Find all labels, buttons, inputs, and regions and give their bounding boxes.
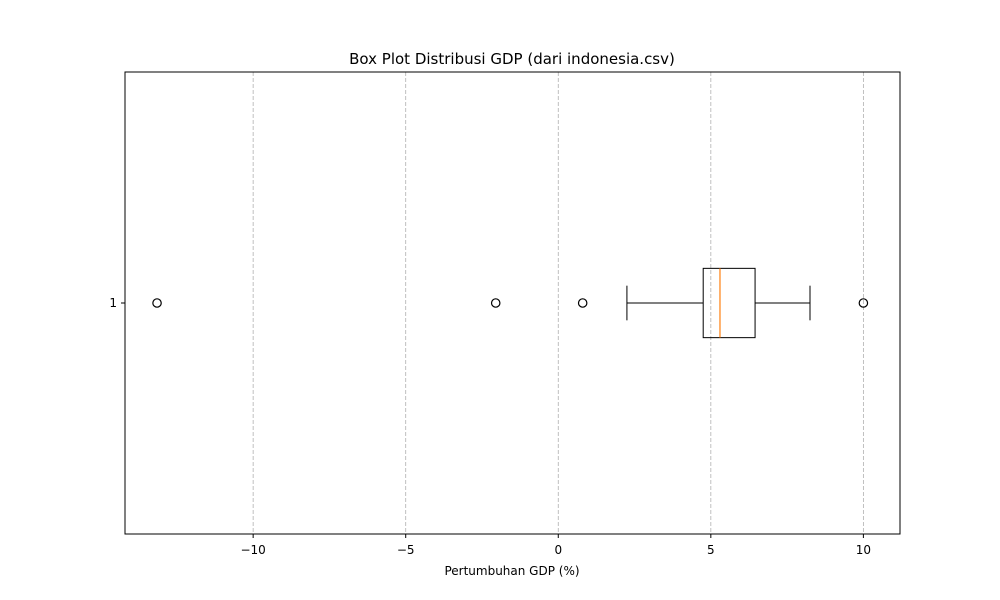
x-tick-label: 0: [554, 543, 562, 557]
x-tick-label: −10: [240, 543, 265, 557]
box-layer: [152, 267, 869, 339]
x-tick-label: 10: [856, 543, 871, 557]
chart-title: Box Plot Distribusi GDP (dari indonesia.…: [349, 50, 675, 68]
x-axis-ticks: −10 −5 0 5 10: [240, 534, 871, 557]
y-axis-ticks: 1: [109, 296, 125, 310]
outlier-point: [152, 298, 162, 308]
x-tick-label: 5: [707, 543, 715, 557]
y-tick-label: 1: [109, 296, 117, 310]
x-tick-label: −5: [397, 543, 415, 557]
outlier-point: [858, 298, 869, 308]
box-iqr: [702, 267, 756, 339]
x-axis-label: Pertumbuhan GDP (%): [444, 564, 579, 578]
grid-layer: [252, 72, 864, 534]
outlier-point: [490, 298, 501, 308]
outlier-point: [577, 298, 588, 308]
